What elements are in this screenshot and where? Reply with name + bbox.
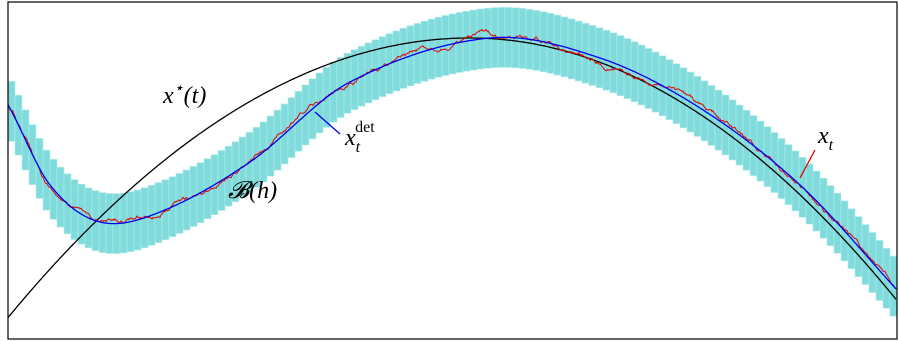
- label-part: ⋆: [174, 80, 184, 97]
- label-xdet: xt det: [344, 119, 375, 156]
- label-part: det: [355, 119, 375, 136]
- xt-leader: [799, 149, 816, 179]
- label-part: t: [829, 137, 834, 154]
- curves: [7, 7, 898, 319]
- label-xt: xt: [817, 123, 834, 154]
- label-band: 𝓑(h): [228, 178, 277, 204]
- label-part: x: [817, 123, 829, 149]
- label-part: t: [356, 139, 361, 156]
- xdet-curve: [7, 36, 897, 290]
- label-part: 𝓑(h): [228, 178, 277, 204]
- xt-path: [7, 28, 898, 290]
- frame: [7, 1, 898, 340]
- xstar-curve: [7, 37, 897, 319]
- det-leader: [314, 111, 341, 135]
- label-part: (t): [184, 83, 207, 109]
- label-part: x: [344, 125, 356, 151]
- label-part: x: [162, 83, 174, 109]
- label-xstar: x⋆(t): [162, 80, 206, 109]
